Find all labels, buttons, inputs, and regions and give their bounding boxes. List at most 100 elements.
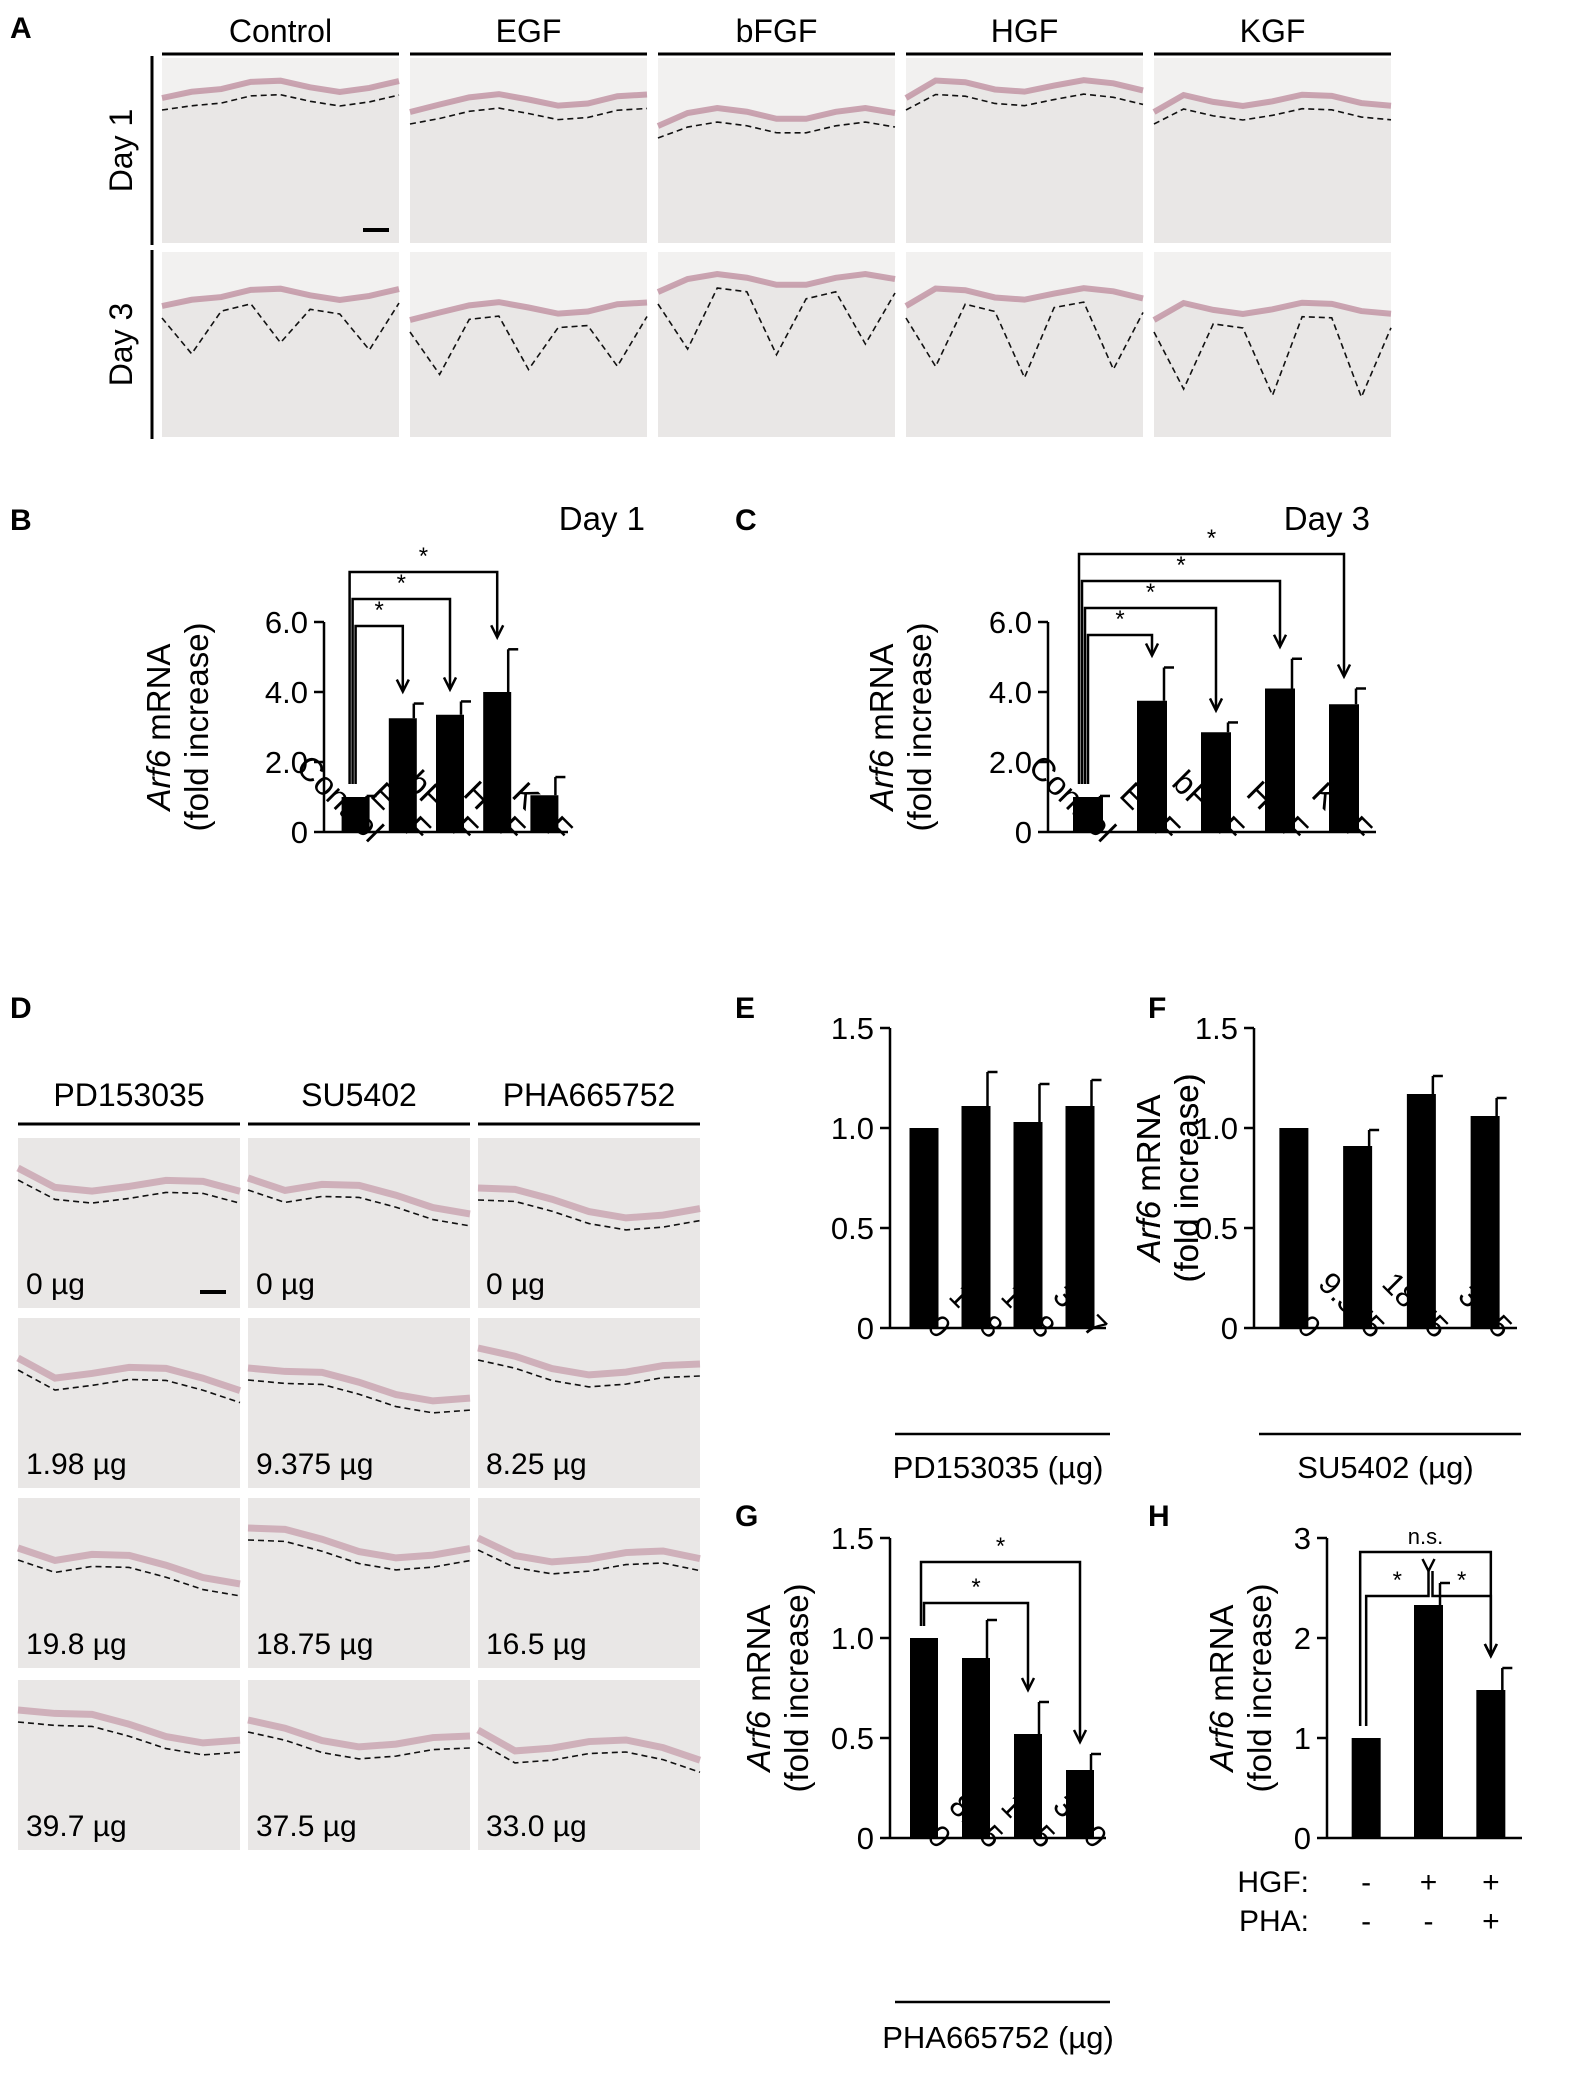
significance-bracket: * xyxy=(351,570,458,784)
x-tick-label-hgf: HGF xyxy=(1240,774,1315,849)
y-tick-label: 1.5 xyxy=(831,1521,874,1556)
bar-egf xyxy=(1137,700,1167,832)
micrograph-su5402-2: 18.75 µg xyxy=(247,1498,471,1668)
significance-bracket: * xyxy=(1364,1558,1436,1726)
significance-label: * xyxy=(1393,1567,1402,1594)
significance-bracket: * xyxy=(922,1574,1036,1693)
factor-label-pha: PHA: xyxy=(1239,1905,1309,1938)
y-axis-title-line2: (fold increase) xyxy=(178,622,215,831)
y-axis-title: Arf6 mRNA xyxy=(740,1605,777,1774)
row-label-day-3: Day 3 xyxy=(103,303,139,387)
panel-letter-d: D xyxy=(10,992,32,1025)
bar-0 xyxy=(910,1638,938,1838)
col-label-hgf: HGF xyxy=(991,13,1059,49)
y-tick-label: 0 xyxy=(857,1311,874,1346)
micrograph-hgf-day-3 xyxy=(904,252,1144,437)
x-tick-label: 39.7 xyxy=(1046,1278,1113,1345)
significance-bracket: * xyxy=(1080,552,1288,784)
significance-label: * xyxy=(996,1533,1005,1560)
dose-label: 0 µg xyxy=(256,1268,315,1301)
panel-letter-c: C xyxy=(735,504,757,537)
panel-letter-e: E xyxy=(735,992,755,1025)
y-tick-label: 0 xyxy=(1221,1311,1238,1346)
bar-33-0 xyxy=(1066,1770,1094,1838)
chart-c: 0 2.0 4.0 6.0 Arf6 mRNA (fold increase) Day 3 C… xyxy=(863,500,1379,850)
bar-kgf xyxy=(530,795,559,832)
factor-level: - xyxy=(1424,1905,1434,1938)
bar-9-375 xyxy=(1343,1146,1373,1328)
micrograph-control-day-1 xyxy=(161,58,400,243)
dose-label: 37.5 µg xyxy=(256,1810,357,1843)
x-tick-label: 8.25 xyxy=(942,1788,1009,1855)
y-axis-title-line2: (fold increase) xyxy=(901,622,938,831)
panel-letter-a: A xyxy=(10,12,32,45)
micrograph-su5402-0: 0 µg xyxy=(246,1138,471,1308)
x-axis-title: PHA665752 (µg) xyxy=(882,2020,1114,2055)
bar-control xyxy=(1073,797,1103,832)
x-tick-label: 16.5 xyxy=(994,1788,1061,1855)
y-tick-label: 6.0 xyxy=(265,605,308,640)
dose-label: 16.5 µg xyxy=(486,1628,587,1661)
y-tick-label: 4.0 xyxy=(989,675,1032,710)
col-label-kgf: KGF xyxy=(1240,13,1306,49)
dose-label: 39.7 µg xyxy=(26,1810,127,1843)
significance-label: * xyxy=(1115,606,1124,633)
bar-control xyxy=(341,797,370,832)
micrograph-pd153035-1: 1.98 µg xyxy=(16,1318,242,1488)
micrograph-control-day-3 xyxy=(161,252,400,437)
chart-h: 0 1 2 3 Arf6 mRNA (fold increase) HGF: - + + PHA: -… xyxy=(1203,1521,1522,1938)
x-axis-title: SU5402 (µg) xyxy=(1297,1450,1473,1485)
bar-0 xyxy=(909,1128,939,1328)
bar-18-75 xyxy=(1406,1094,1436,1328)
y-tick-label: 6.0 xyxy=(989,605,1032,640)
bar-0 xyxy=(1279,1128,1309,1328)
bar-hgf xyxy=(483,692,512,832)
y-tick-label: 2.0 xyxy=(989,745,1032,780)
dose-label: 9.375 µg xyxy=(256,1448,373,1481)
dose-label: 8.25 µg xyxy=(486,1448,587,1481)
x-tick-label: 1.98 xyxy=(942,1278,1009,1345)
panel-letter-h: H xyxy=(1148,1500,1170,1533)
y-axis-title: Arf6 mRNA xyxy=(140,644,177,813)
significance-label: * xyxy=(1176,552,1185,579)
micrograph-pd153035-2: 19.8 µg xyxy=(16,1498,241,1668)
y-axis-title-line2: (fold increase) xyxy=(1168,1073,1205,1282)
chart-title: Day 1 xyxy=(559,500,645,537)
factor-level: + xyxy=(1482,1866,1500,1899)
factor-label-hgf: HGF: xyxy=(1237,1866,1309,1899)
significance-bracket: * xyxy=(348,543,505,784)
micrograph-hgf-day-1 xyxy=(904,58,1144,243)
bar-1 xyxy=(1351,1738,1381,1838)
panel-d-micrographs: PD153035 SU5402 PHA665752 0 µg 0 µg 0 µg 1.98 … xyxy=(16,1077,702,1850)
bar-1-98 xyxy=(961,1106,991,1328)
col-label-bfgf: bFGF xyxy=(736,13,818,49)
x-tick-label-control: Control xyxy=(1022,748,1123,849)
micrograph-kgf-day-1 xyxy=(1152,58,1392,243)
panel-letter-f: F xyxy=(1148,992,1166,1025)
x-tick-label: 37.5 xyxy=(1452,1278,1519,1345)
panel-a-micrographs: Control EGF bFGF HGF KGF Day 1 Day 3 xyxy=(103,13,1392,439)
dose-label: 18.75 µg xyxy=(256,1628,373,1661)
y-tick-label: 1.0 xyxy=(831,1111,874,1146)
y-tick-label: 4.0 xyxy=(265,675,308,710)
y-tick-label: 2.0 xyxy=(265,745,308,780)
x-tick-label-kgf: KGF xyxy=(1305,775,1379,849)
significance-label: * xyxy=(375,597,384,624)
micrograph-pd153035-3: 39.7 µg xyxy=(17,1680,241,1850)
y-tick-label: 0 xyxy=(1294,1821,1311,1856)
significance-bracket: n.s. xyxy=(1358,1524,1498,1726)
bar-egf xyxy=(388,718,417,832)
factor-level: - xyxy=(1361,1866,1371,1899)
y-axis-title: Arf6 mRNA xyxy=(1203,1605,1240,1774)
col-label-pd153035: PD153035 xyxy=(53,1077,204,1113)
significance-bracket: * xyxy=(1083,579,1224,784)
dose-label: 33.0 µg xyxy=(486,1810,587,1843)
significance-bracket: * xyxy=(1086,606,1160,784)
bar-37-5 xyxy=(1470,1116,1500,1328)
micrograph-bfgf-day-3 xyxy=(656,252,896,437)
bar-3 xyxy=(1476,1690,1506,1838)
